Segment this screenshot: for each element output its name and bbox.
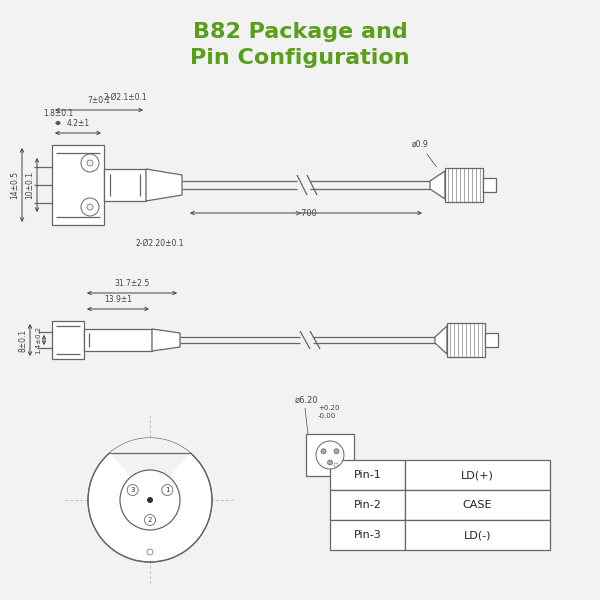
Bar (405, 490, 550, 520)
Circle shape (145, 514, 155, 526)
Circle shape (321, 449, 326, 454)
Bar (330, 520, 405, 550)
Text: -0.00: -0.00 (318, 413, 336, 419)
Text: 2-Ø2.1±0.1: 2-Ø2.1±0.1 (103, 92, 147, 101)
Text: 4.2±1: 4.2±1 (67, 119, 89, 128)
Bar (104, 169, 146, 201)
Polygon shape (435, 326, 447, 354)
Text: 13.9±1: 13.9±1 (104, 295, 132, 304)
Circle shape (120, 470, 180, 530)
Text: 8±0.1: 8±0.1 (18, 328, 27, 352)
Circle shape (87, 204, 93, 210)
Text: 10±0.1: 10±0.1 (25, 171, 34, 199)
Circle shape (147, 497, 153, 503)
Bar (52, 145, 104, 225)
Bar (84, 329, 152, 351)
Text: LD(+): LD(+) (461, 470, 494, 480)
Circle shape (87, 160, 93, 166)
Text: 7±0.1: 7±0.1 (88, 96, 110, 105)
Text: 3: 3 (130, 487, 135, 493)
Bar (330, 460, 405, 490)
Polygon shape (110, 438, 190, 500)
Text: +0.20: +0.20 (318, 405, 340, 411)
Polygon shape (152, 329, 180, 351)
Text: ø0.9: ø0.9 (412, 140, 436, 167)
Text: >700: >700 (295, 209, 317, 218)
Text: ø6.20: ø6.20 (295, 395, 319, 404)
Circle shape (162, 485, 173, 496)
Text: 2: 2 (148, 517, 152, 523)
Bar (405, 520, 550, 550)
Circle shape (88, 438, 212, 562)
Bar (306, 434, 354, 476)
Text: Pin-1: Pin-1 (353, 470, 382, 480)
Text: Pin-3: Pin-3 (353, 530, 382, 540)
Bar (483, 178, 496, 192)
Circle shape (81, 198, 99, 216)
Text: Pin Configuration: Pin Configuration (190, 48, 410, 68)
Polygon shape (146, 169, 182, 201)
Bar (447, 323, 485, 357)
Circle shape (316, 441, 344, 469)
Text: 2-Ø2.20±0.1: 2-Ø2.20±0.1 (136, 238, 185, 247)
Circle shape (334, 449, 339, 454)
Text: 1: 1 (165, 487, 170, 493)
Bar (445, 168, 483, 202)
Bar (405, 460, 550, 490)
Bar (485, 333, 498, 347)
Bar (330, 490, 405, 520)
Text: CASE: CASE (463, 500, 492, 510)
Circle shape (334, 463, 338, 467)
Circle shape (127, 485, 138, 496)
Circle shape (328, 460, 332, 465)
Text: Pin-2: Pin-2 (353, 500, 382, 510)
Text: B82 Package and: B82 Package and (193, 22, 407, 42)
Circle shape (81, 154, 99, 172)
Polygon shape (430, 171, 445, 199)
Text: 14±0.5: 14±0.5 (10, 171, 19, 199)
Text: 1.4±0.2: 1.4±0.2 (35, 326, 41, 354)
Text: 1.8±0.1: 1.8±0.1 (43, 109, 73, 118)
Bar (52, 321, 84, 359)
Text: LD(-): LD(-) (464, 530, 491, 540)
Text: 31.7±2.5: 31.7±2.5 (115, 279, 149, 288)
Circle shape (147, 549, 153, 555)
